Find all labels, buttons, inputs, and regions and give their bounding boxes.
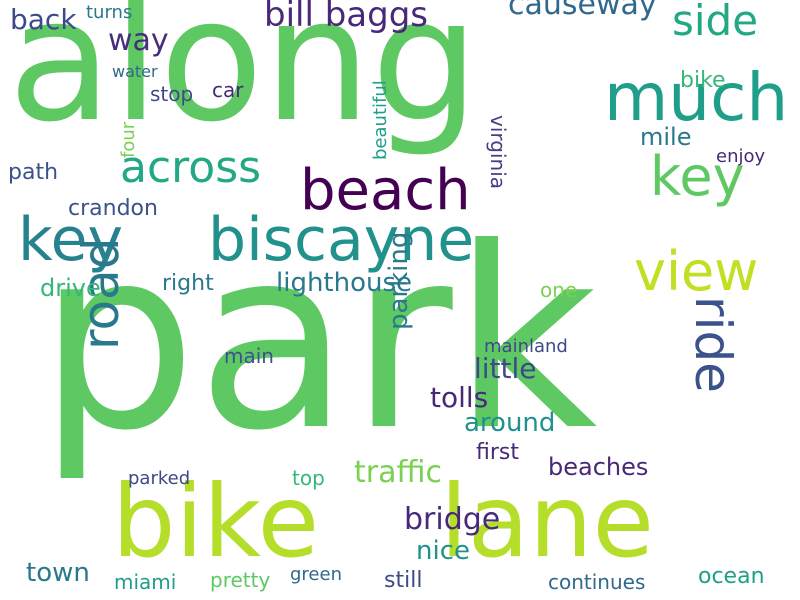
word-enjoy: enjoy (716, 146, 766, 167)
word-beach: beach (300, 158, 471, 223)
word-key-2: key (650, 145, 745, 208)
word-water: water (112, 62, 158, 81)
word-continues: continues (548, 570, 646, 594)
word-four: four (118, 121, 139, 158)
word-bike-small: bike (680, 68, 726, 93)
word-top: top (292, 466, 325, 490)
word-turns: turns (86, 2, 133, 23)
word-virginia: virginia (486, 115, 510, 190)
word-mile: mile (640, 123, 692, 151)
word-nice: nice (416, 536, 470, 566)
word-back: back (10, 3, 77, 36)
word-parked: parked (128, 468, 191, 489)
word-little: little (474, 352, 537, 385)
word-side: side (672, 0, 759, 45)
word-parking: parking (384, 231, 414, 330)
word-park: park (38, 194, 598, 485)
word-crandon: crandon (68, 196, 158, 221)
word-mainland: mainland (484, 336, 568, 357)
word-across: across (120, 142, 262, 193)
word-much: much (604, 59, 789, 136)
word-view: view (634, 240, 759, 303)
word-bill-baggs: bill baggs (264, 0, 429, 35)
word-around: around (464, 408, 556, 438)
word-car: car (212, 78, 244, 102)
word-main: main (224, 344, 274, 368)
word-ocean: ocean (698, 564, 765, 589)
word-drive: drive (40, 274, 101, 302)
word-still: still (384, 568, 423, 593)
word-tolls: tolls (430, 381, 489, 414)
word-one: one (540, 278, 578, 302)
word-beaches: beaches (548, 453, 649, 481)
word-biscayne-main: biscayne (208, 205, 475, 275)
word-bridge: bridge (404, 502, 501, 537)
word-along: along (8, 0, 480, 160)
word-pretty: pretty (210, 568, 271, 592)
word-lighthouse: lighthouse (276, 268, 413, 298)
word-right: right (162, 271, 214, 296)
word-traffic: traffic (354, 455, 442, 490)
word-beautiful: beautiful (370, 80, 391, 160)
word-stop: stop (150, 82, 194, 106)
word-causeway: causeway (508, 0, 657, 22)
word-key-1: key (18, 205, 124, 275)
word-bike: bike (112, 463, 320, 580)
word-way: way (108, 23, 169, 58)
word-path: path (8, 160, 59, 185)
word-lane: lane (440, 463, 654, 580)
word-green: green (290, 564, 342, 585)
word-ride: ride (684, 296, 742, 393)
word-town: town (26, 558, 90, 588)
word-first: first (476, 440, 519, 465)
word-miami: miami (114, 570, 177, 594)
